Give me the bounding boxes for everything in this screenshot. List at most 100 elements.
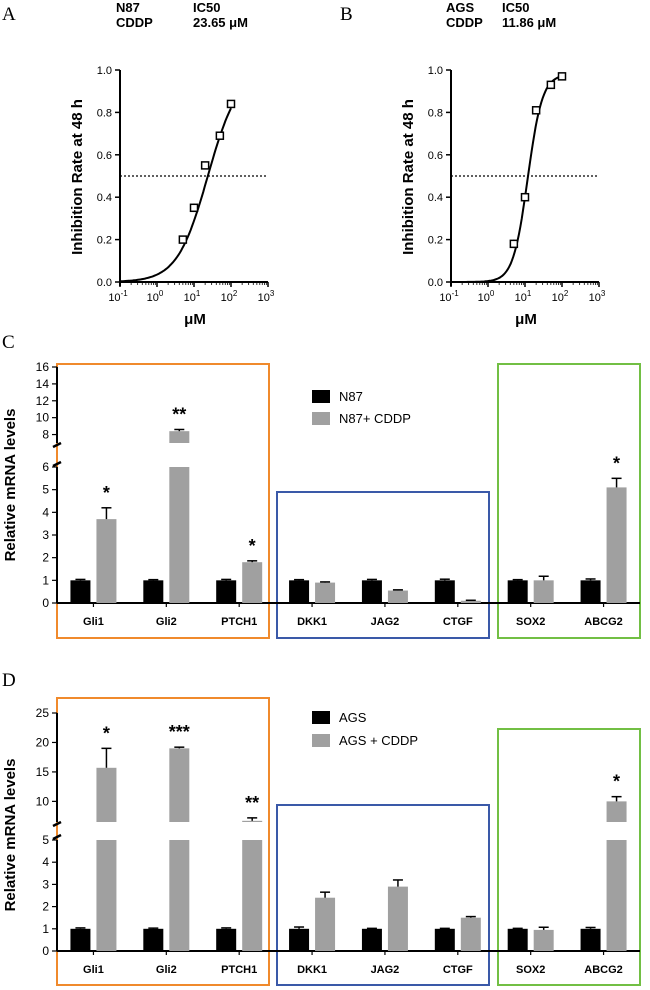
bar [96, 519, 117, 603]
bar [580, 580, 601, 603]
bar [96, 767, 117, 822]
data-point [531, 106, 541, 115]
bar [96, 840, 117, 951]
data-point [509, 239, 519, 249]
y-tick-label: 0.8 [428, 107, 443, 119]
panel-c-ylabel: Relative mRNA levels [2, 409, 19, 562]
panel-a-cell-line: N87 [116, 0, 140, 15]
category-label-jag2: JAG2 [371, 616, 400, 628]
bar [434, 580, 455, 603]
panel-d-legend: AGS AGS + CDDP [312, 710, 418, 748]
group-box [276, 804, 490, 986]
panel-b: B AGS CDDP IC50 11.86 μM Inhibition Rate… [340, 0, 606, 328]
y-tick-label: 0.2 [428, 235, 443, 247]
axis-break-mark [52, 441, 62, 449]
x-tick-label: 102 [552, 289, 569, 304]
significance-mark: *** [169, 722, 190, 742]
data-point [200, 161, 210, 170]
bar [143, 928, 164, 951]
y-tick-label: 1 [42, 922, 49, 936]
bar [387, 590, 408, 603]
x-tick-label: 101 [184, 289, 201, 304]
panel-a-plot: 0.0 0.2 0.4 0.6 0.8 1.0 10-1 100 101 102 103 [97, 65, 275, 304]
y-tick-label: 10 [36, 411, 50, 425]
group-box [276, 491, 490, 639]
fit-curve [120, 107, 232, 283]
y-tick-label: 0.0 [97, 277, 112, 289]
legend-swatch-ags-cddp [312, 734, 330, 747]
bar [169, 431, 190, 443]
category-label-abcg2: ABCG2 [584, 616, 623, 628]
panel-c-letter: C [2, 332, 15, 353]
y-tick-label: 20 [36, 735, 50, 749]
bar [580, 928, 601, 951]
legend-label-n87: N87 [339, 389, 363, 404]
x-tick-label: 10-1 [108, 289, 128, 304]
bar [387, 886, 408, 951]
significance-mark: * [613, 772, 620, 792]
legend-label-ags-cddp: AGS + CDDP [339, 733, 418, 748]
significance-mark: ** [245, 793, 259, 813]
category-label-gli1: Gli1 [83, 616, 104, 628]
x-tick-label: 100 [478, 289, 495, 304]
bar [70, 928, 91, 951]
panel-a-letter: A [2, 4, 16, 25]
y-tick-label: 1 [42, 573, 49, 587]
bar [315, 582, 336, 603]
panel-a-xlabel: μM [184, 311, 206, 328]
category-label-gli2: Gli2 [156, 616, 177, 628]
bar [533, 929, 554, 951]
panel-d: D Relative mRNA levels 0 1 2 3 4 5 10 15 20 25 Gli… [2, 670, 641, 986]
category-label-dkk1: DKK1 [297, 616, 327, 628]
data-point [557, 72, 567, 81]
y-tick-label: 10 [36, 794, 50, 808]
bar [315, 897, 336, 951]
y-tick-label: 4 [42, 505, 49, 519]
legend-swatch-n87 [312, 390, 330, 403]
y-tick-label: 1.0 [428, 65, 443, 77]
bar [169, 467, 190, 603]
y-tick-label: 0 [42, 596, 49, 610]
y-tick-label: 8 [42, 428, 49, 442]
y-tick-label: 14 [36, 377, 50, 391]
bar [507, 928, 528, 951]
bar [169, 840, 190, 951]
legend-swatch-ags [312, 711, 330, 724]
y-tick-label: 0.2 [97, 235, 112, 247]
legend-swatch-n87-cddp [312, 412, 330, 425]
bar [216, 928, 237, 951]
group-box [497, 363, 641, 639]
bar [434, 928, 455, 951]
category-label-gli1: Gli1 [83, 964, 104, 976]
y-tick-label: 3 [42, 877, 49, 891]
bar [361, 928, 382, 951]
y-tick-label: 5 [42, 483, 49, 497]
data-point [215, 131, 225, 140]
panel-d-letter: D [2, 670, 16, 691]
bar [242, 820, 263, 822]
bar [533, 580, 554, 603]
category-label-sox2: SOX2 [516, 616, 545, 628]
panel-d-plot: 0 1 2 3 4 5 10 15 20 25 Gli1 * Gli2 *** PTCH1 ** DKK1 JAG… [36, 697, 641, 986]
significance-mark: * [103, 723, 110, 743]
bar [289, 580, 310, 603]
panel-c-legend: N87 N87+ CDDP [312, 389, 411, 426]
panel-b-letter: B [340, 4, 353, 25]
category-label-jag2: JAG2 [371, 964, 400, 976]
bar [242, 840, 263, 951]
y-tick-label: 25 [36, 706, 50, 720]
bar [242, 562, 263, 603]
category-label-ptch1: PTCH1 [221, 964, 257, 976]
panel-b-ylabel: Inhibition Rate at 48 h [400, 99, 417, 255]
fit-curve [451, 75, 563, 283]
data-point [189, 203, 199, 213]
bar [216, 580, 237, 603]
y-tick-label: 4 [42, 855, 49, 869]
bar [606, 840, 627, 951]
y-tick-label: 0.8 [97, 107, 112, 119]
panel-a-ylabel: Inhibition Rate at 48 h [69, 99, 86, 255]
x-tick-label: 103 [589, 289, 606, 304]
significance-mark: * [249, 536, 256, 556]
x-tick-label: 102 [221, 289, 238, 304]
category-label-ptch1: PTCH1 [221, 616, 257, 628]
